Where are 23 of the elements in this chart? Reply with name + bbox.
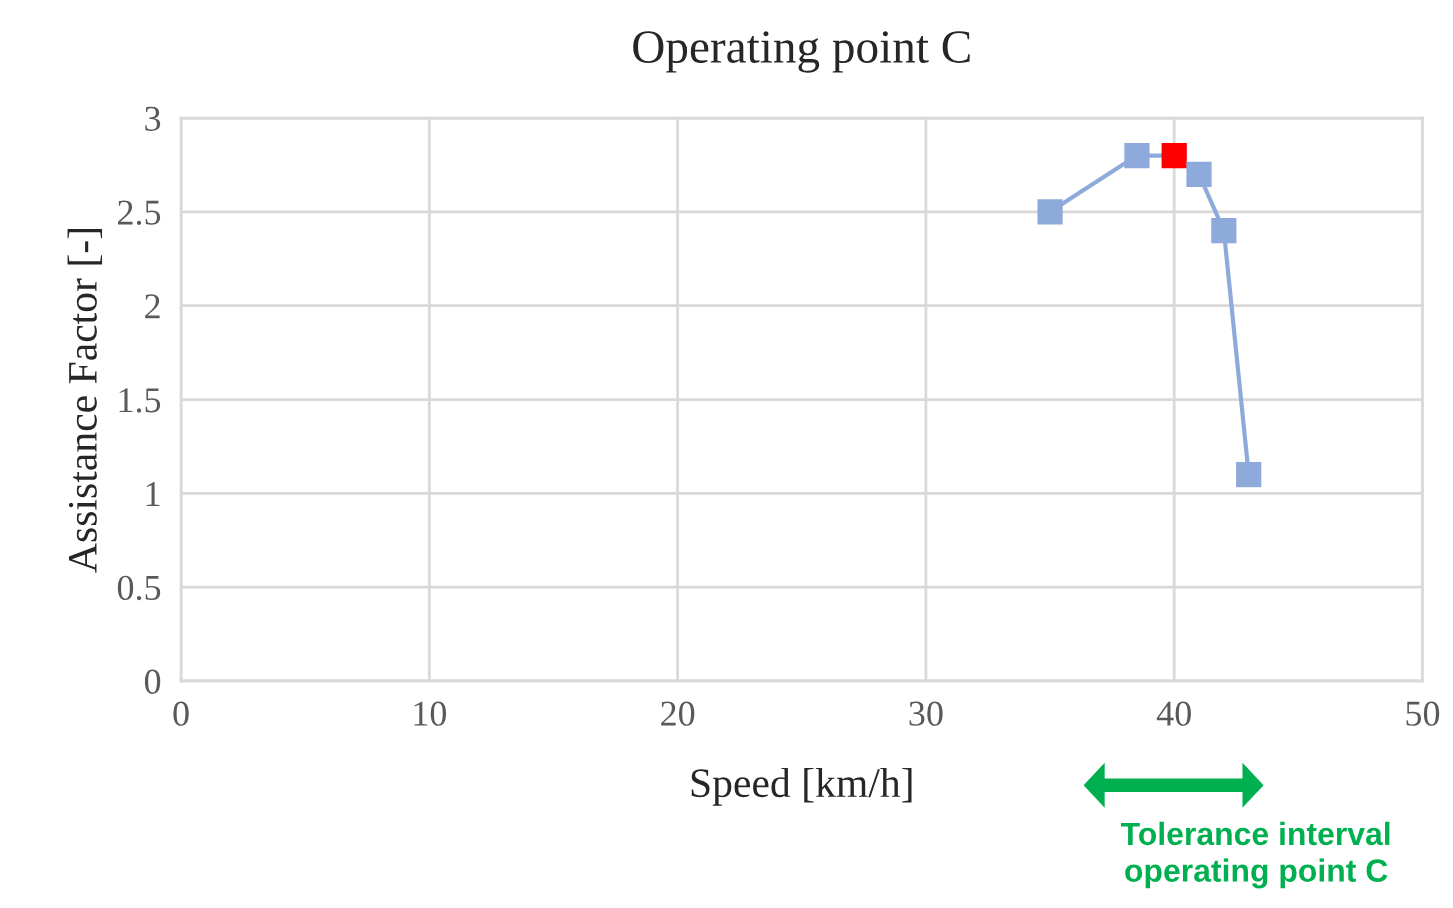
point	[1211, 218, 1237, 244]
x-tick-label: 50	[1406, 701, 1440, 726]
y-tick-label: 2	[145, 294, 160, 319]
point	[1186, 161, 1212, 187]
x-tick-label: 20	[661, 701, 695, 726]
x-tick-label: 0	[173, 701, 189, 726]
point	[1161, 142, 1187, 169]
y-tick-label: 1.5	[119, 388, 161, 413]
x-axis-title: Speed [km/h]	[691, 767, 912, 806]
text: Tolerance interval operating point C	[1120, 821, 1390, 889]
chart-title: Operating point C	[633, 31, 970, 73]
y-tick-label: 0.5	[117, 575, 161, 601]
point	[1236, 461, 1262, 488]
point	[1037, 199, 1063, 225]
y-tick-label: 1	[146, 482, 160, 506]
x-tick-label: 10	[414, 701, 447, 726]
y-tick-label: 2.5	[118, 200, 161, 225]
y-tick-label: 0	[144, 669, 161, 694]
x-tick-label: 40	[1156, 701, 1191, 726]
x-tick-label: 30	[909, 701, 943, 726]
point	[1124, 142, 1150, 169]
y-axis-title: Assistance Factor [-]	[67, 229, 103, 573]
y-tick-label: 3	[145, 106, 161, 131]
